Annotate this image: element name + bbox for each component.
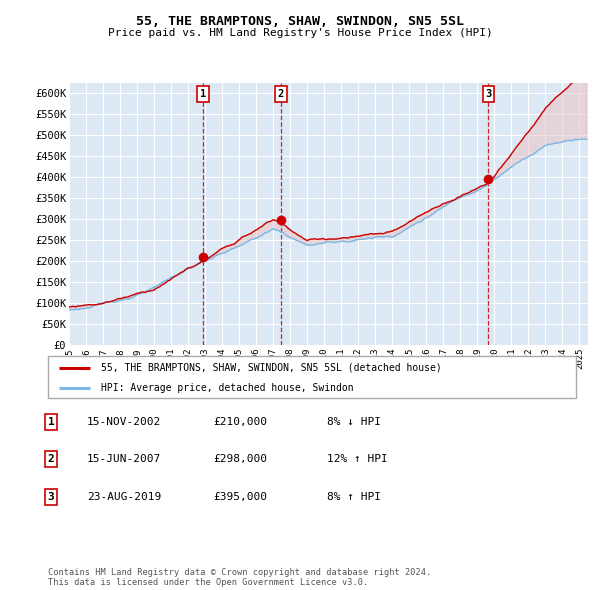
Text: 1: 1: [47, 417, 55, 427]
Text: 15-NOV-2002: 15-NOV-2002: [87, 417, 161, 427]
Text: 2: 2: [278, 89, 284, 99]
Text: 3: 3: [485, 89, 491, 99]
Text: 3: 3: [47, 492, 55, 502]
Text: Contains HM Land Registry data © Crown copyright and database right 2024.
This d: Contains HM Land Registry data © Crown c…: [48, 568, 431, 587]
Text: 12% ↑ HPI: 12% ↑ HPI: [327, 454, 388, 464]
Text: 8% ↓ HPI: 8% ↓ HPI: [327, 417, 381, 427]
Text: HPI: Average price, detached house, Swindon: HPI: Average price, detached house, Swin…: [101, 383, 353, 392]
Text: £395,000: £395,000: [213, 492, 267, 502]
Text: 15-JUN-2007: 15-JUN-2007: [87, 454, 161, 464]
Text: £298,000: £298,000: [213, 454, 267, 464]
Text: Price paid vs. HM Land Registry's House Price Index (HPI): Price paid vs. HM Land Registry's House …: [107, 28, 493, 38]
Text: £210,000: £210,000: [213, 417, 267, 427]
Text: 2: 2: [47, 454, 55, 464]
Text: 8% ↑ HPI: 8% ↑ HPI: [327, 492, 381, 502]
FancyBboxPatch shape: [48, 356, 576, 398]
Text: 1: 1: [200, 89, 206, 99]
Text: 55, THE BRAMPTONS, SHAW, SWINDON, SN5 5SL: 55, THE BRAMPTONS, SHAW, SWINDON, SN5 5S…: [136, 15, 464, 28]
Text: 23-AUG-2019: 23-AUG-2019: [87, 492, 161, 502]
Text: 55, THE BRAMPTONS, SHAW, SWINDON, SN5 5SL (detached house): 55, THE BRAMPTONS, SHAW, SWINDON, SN5 5S…: [101, 363, 442, 373]
